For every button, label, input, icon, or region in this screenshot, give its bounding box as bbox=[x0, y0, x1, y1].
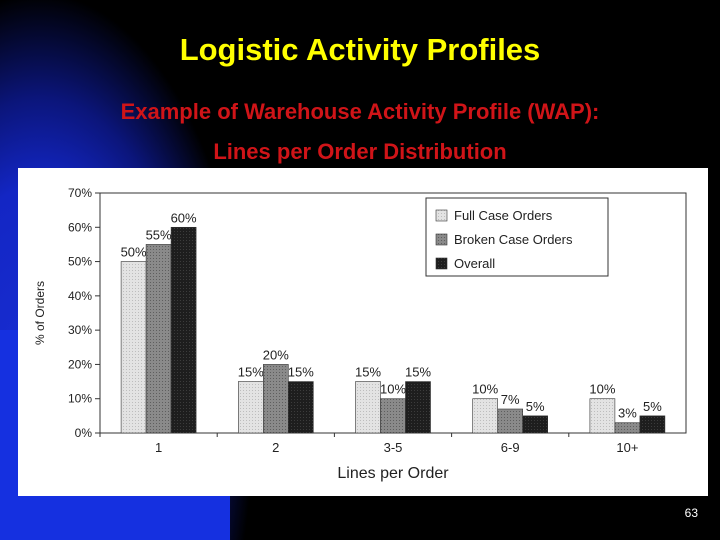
data-label: 7% bbox=[501, 392, 520, 407]
bar-overall bbox=[405, 381, 431, 434]
slide-subtitle: Example of Warehouse Activity Profile (W… bbox=[0, 92, 720, 172]
y-tick-label: 50% bbox=[68, 255, 92, 269]
data-label: 15% bbox=[405, 365, 431, 380]
bar-full-case-orders bbox=[120, 261, 147, 434]
slide-number: 63 bbox=[684, 506, 698, 520]
data-label: 5% bbox=[643, 399, 662, 414]
legend-label: Full Case Orders bbox=[454, 208, 553, 223]
slide-title: Logistic Activity Profiles bbox=[179, 32, 541, 67]
bar-broken-case-orders bbox=[380, 398, 406, 434]
y-tick-label: 70% bbox=[68, 186, 92, 200]
y-tick-label: 10% bbox=[68, 392, 92, 406]
bar-full-case-orders bbox=[238, 381, 264, 434]
legend-swatch bbox=[435, 209, 448, 222]
bar-broken-case-orders bbox=[145, 244, 172, 434]
bar-full-case-orders bbox=[472, 398, 499, 434]
data-label: 50% bbox=[121, 245, 147, 260]
x-tick-label: 10+ bbox=[616, 440, 638, 455]
chart-svg: 0% 10% 20% 30% 40% 50% 60% 70% % of Orders 50% 55%… bbox=[33, 186, 687, 482]
data-label: 10% bbox=[589, 382, 615, 397]
y-axis-title: % of Orders bbox=[33, 281, 47, 345]
legend-swatch bbox=[435, 233, 448, 246]
x-tick-label: 1 bbox=[155, 440, 162, 455]
legend-box bbox=[425, 197, 609, 277]
legend-label: Broken Case Orders bbox=[454, 232, 573, 247]
data-label: 10% bbox=[472, 382, 498, 397]
bar-broken-case-orders bbox=[614, 422, 641, 434]
y-tick-label: 30% bbox=[68, 323, 92, 337]
data-label: 3% bbox=[618, 406, 637, 421]
bar-full-case-orders bbox=[589, 398, 616, 434]
legend-label: Overall bbox=[454, 256, 495, 271]
data-label: 60% bbox=[171, 210, 197, 225]
bar-full-case-orders bbox=[355, 381, 381, 434]
data-label: 10% bbox=[380, 382, 406, 397]
bar-chart: 0% 10% 20% 30% 40% 50% 60% 70% % of Orders 50% 55%… bbox=[18, 168, 708, 496]
y-tick-label: 0% bbox=[75, 426, 93, 440]
data-label: 5% bbox=[526, 399, 545, 414]
x-axis-title: Lines per Order bbox=[337, 465, 449, 482]
bar-overall bbox=[639, 415, 666, 434]
x-tick-label: 6-9 bbox=[501, 440, 520, 455]
subtitle-line-1: Example of Warehouse Activity Profile (W… bbox=[120, 99, 600, 124]
y-tick-label: 60% bbox=[68, 220, 92, 234]
x-tick-label: 2 bbox=[272, 440, 279, 455]
bar-broken-case-orders bbox=[497, 408, 524, 434]
bar-overall bbox=[522, 415, 549, 434]
data-label: 15% bbox=[238, 365, 264, 380]
bar-broken-case-orders bbox=[263, 364, 289, 434]
y-tick-label: 20% bbox=[68, 357, 92, 371]
bar-overall bbox=[287, 381, 314, 434]
bar-overall bbox=[170, 226, 197, 434]
data-label: 55% bbox=[146, 227, 172, 242]
data-label: 15% bbox=[355, 365, 381, 380]
data-label: 15% bbox=[288, 365, 314, 380]
data-label: 20% bbox=[263, 347, 289, 362]
legend-swatch bbox=[435, 257, 448, 270]
subtitle-line-2: Lines per Order Distribution bbox=[213, 139, 507, 164]
y-tick-label: 40% bbox=[68, 289, 92, 303]
x-tick-label: 3-5 bbox=[384, 440, 403, 455]
